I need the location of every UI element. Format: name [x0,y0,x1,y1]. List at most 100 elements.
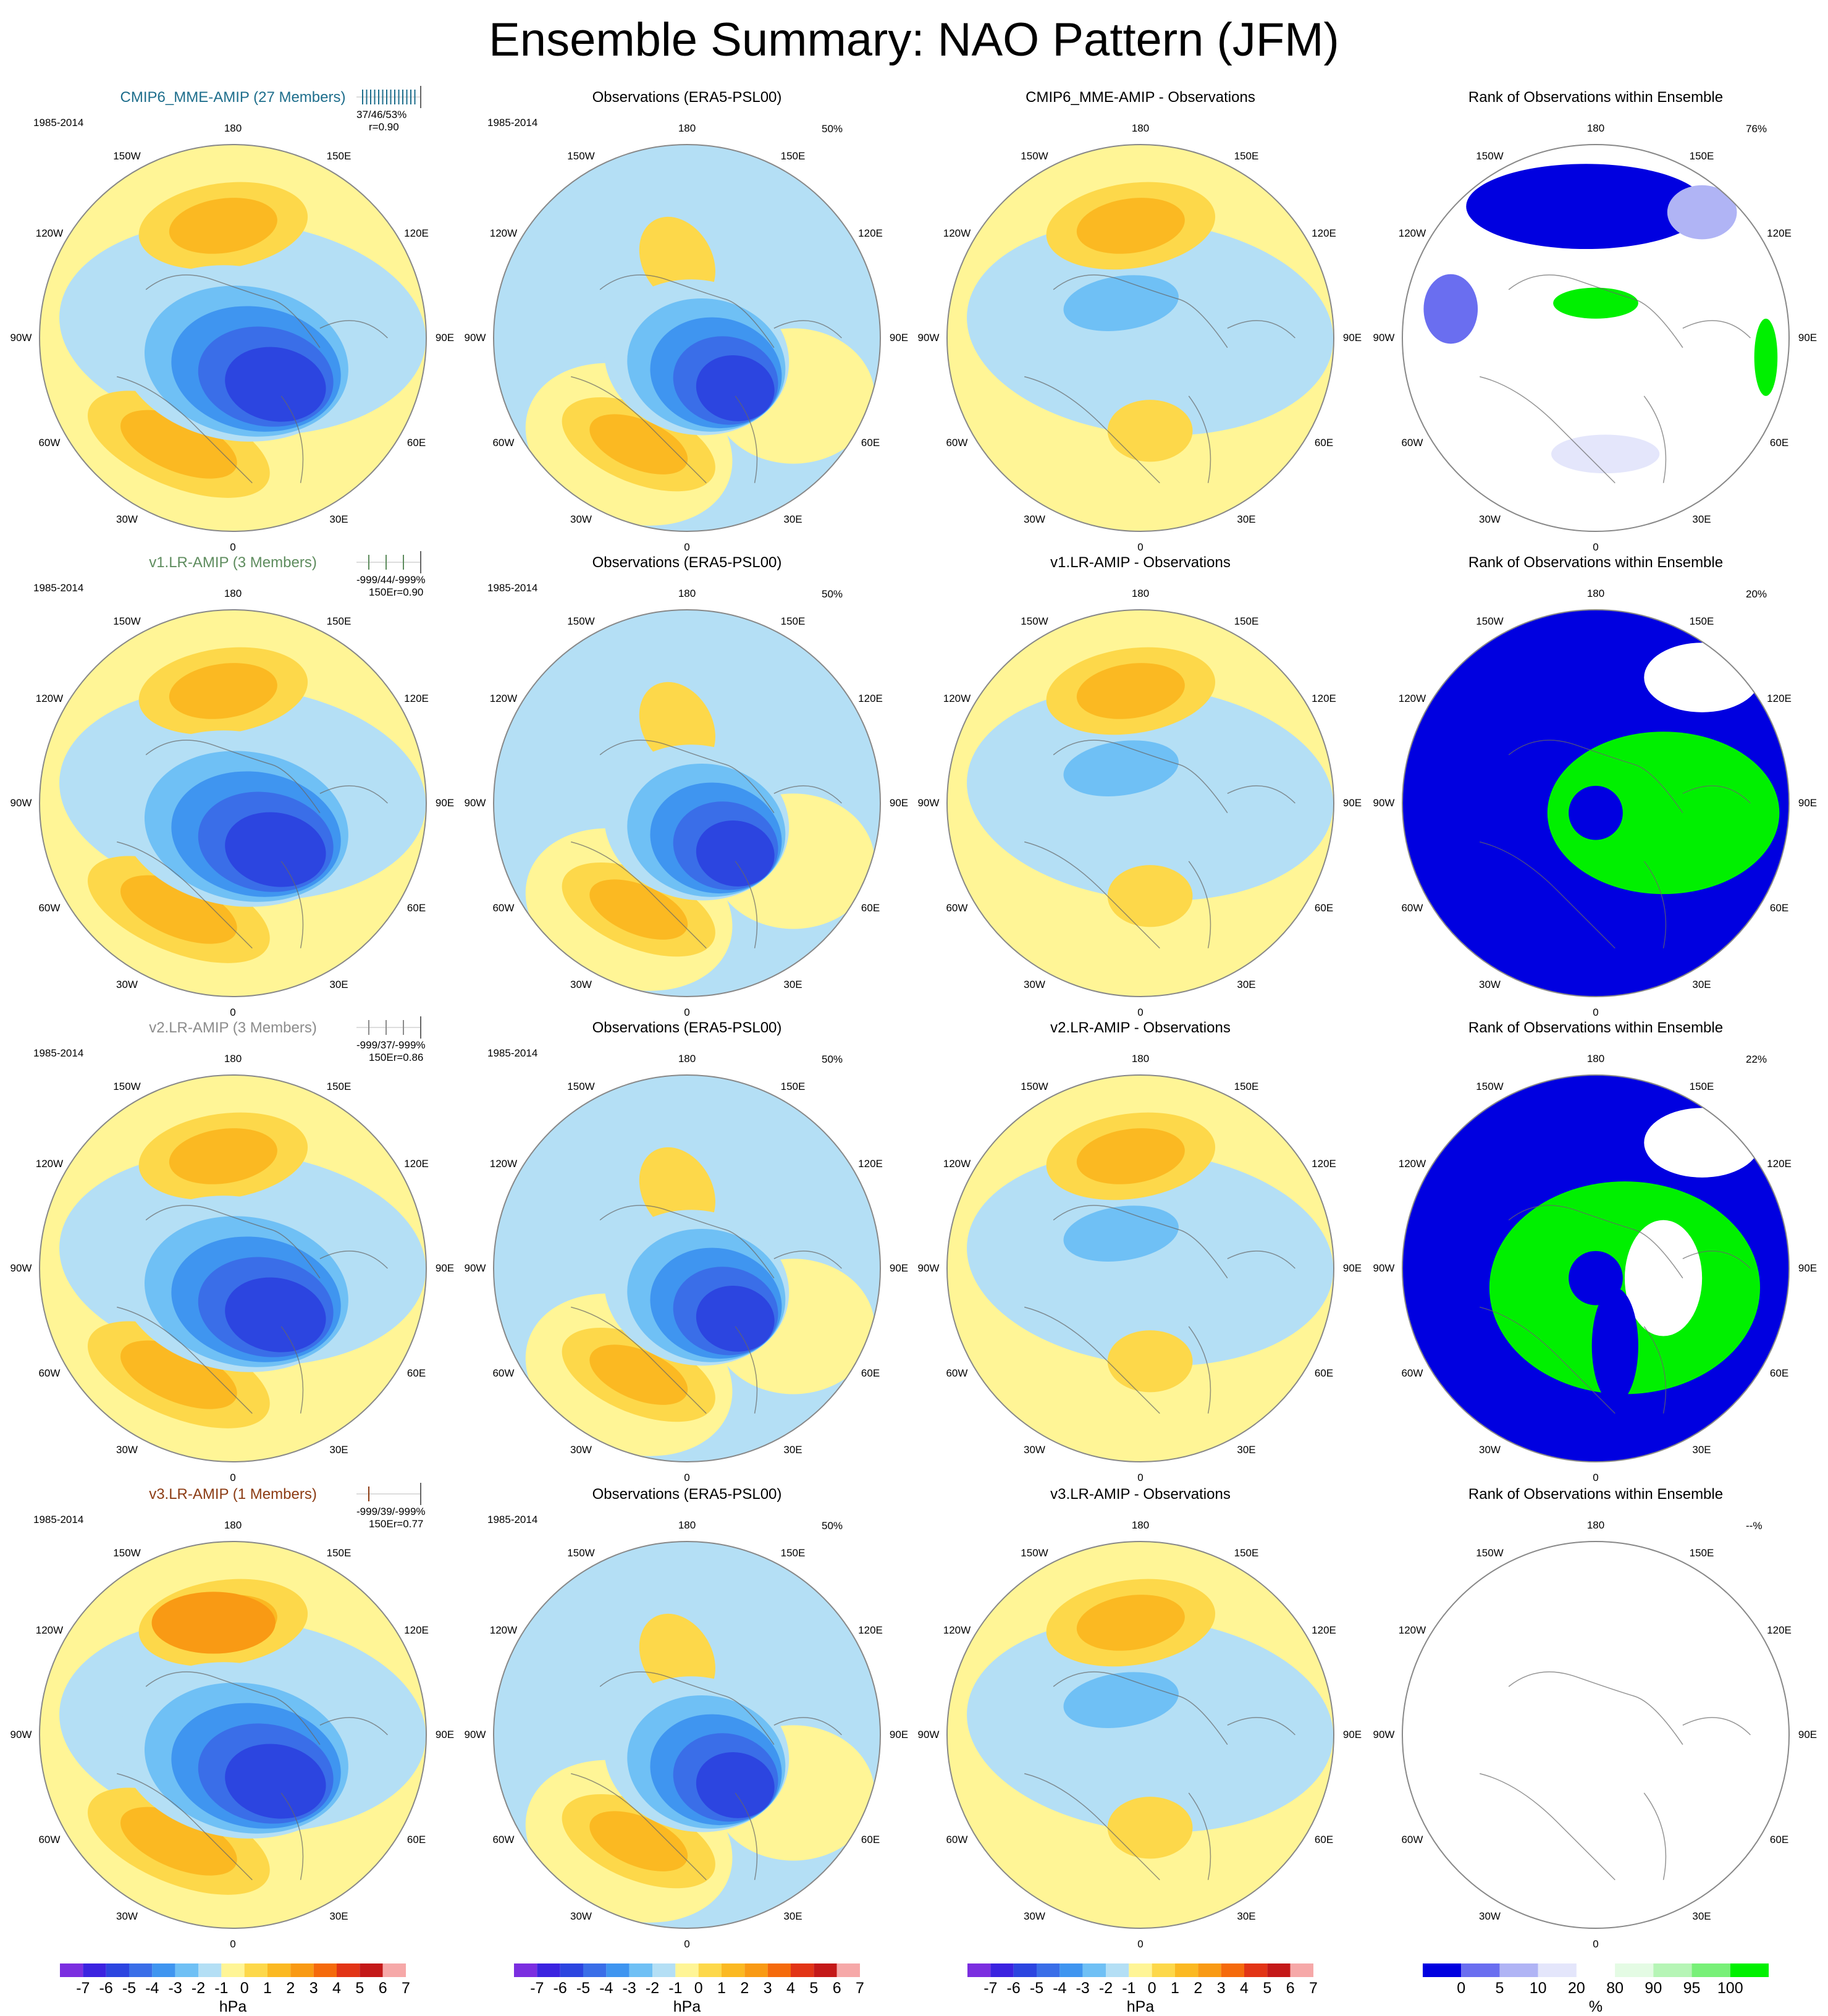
rank-panel-title: Rank of Observations within Ensemble [1468,554,1724,571]
map-boundary [39,144,427,532]
psl-colorbar-tick-label: -5 [1029,1980,1044,1997]
longitude-label: 120E [1312,1157,1336,1170]
psl-colorbar-tick-label: -5 [122,1980,137,1997]
longitude-label: 30W [1024,1910,1045,1922]
longitude-label: 90W [1373,1262,1395,1274]
longitude-label: 60E [1769,1367,1789,1379]
obs-map [493,144,881,532]
psl-colorbar-swatch [175,1963,198,1977]
diff-panel-title: v2.LR-AMIP - Observations [1050,1019,1231,1036]
model-panel-title: v1.LR-AMIP (3 Members) [149,554,317,571]
coastline [1024,274,1295,484]
longitude-label: 120E [1312,227,1336,239]
longitude-label: 150W [1476,1081,1504,1093]
psl-colorbar [60,1963,406,1977]
longitude-label: 30W [1479,1443,1501,1456]
obs-map [493,609,881,997]
longitude-label: 90W [464,797,486,809]
contour-shade [225,1277,326,1352]
rank-panel-title: Rank of Observations within Ensemble [1468,1486,1724,1503]
map-content [947,1542,1334,1928]
contour-shade [589,1344,688,1405]
longitude-label: 150E [326,150,352,162]
longitude-label: 120E [404,227,429,239]
rank-low-region [1423,274,1478,344]
rank-panel-title: Rank of Observations within Ensemble [1468,89,1724,106]
longitude-label: 150W [567,615,595,628]
psl-colorbar-tick-label: 5 [809,1980,819,1997]
coastline [1024,1205,1295,1414]
coastline [1480,1671,1751,1881]
longitude-label: 150E [780,1081,806,1093]
longitude-label: 60E [406,901,426,914]
longitude-label: 60E [406,1367,426,1379]
longitude-label: 90E [1798,797,1817,809]
rank-high-region [1754,318,1778,396]
rank-map [1402,1074,1790,1462]
rank-map [1402,144,1790,532]
longitude-label: 30W [570,978,592,990]
longitude-label: 0 [684,1472,690,1483]
psl-colorbar-swatch [382,1963,406,1977]
ensemble-spread-ticks [356,1016,421,1039]
psl-colorbar-tick-label: 1 [717,1980,726,1997]
pattern-correlation-label: r=0.90 [369,121,399,133]
negative-region [967,686,1334,901]
contour-shade [225,1744,326,1819]
model-panel-title: CMIP6_MME-AMIP (27 Members) [120,89,346,106]
diff-map [946,1541,1334,1929]
longitude-label: 0 [230,1006,236,1018]
rank-colorbar-swatch [1538,1963,1577,1977]
map-boundary [946,144,1334,532]
longitude-label: 90E [889,797,909,809]
longitude-label: 60W [1401,436,1423,449]
longitude-label: 60E [1314,1367,1334,1379]
longitude-label: 60E [861,436,880,449]
psl-colorbar-tick-label: 4 [786,1980,795,1997]
longitude-label: 30W [1024,978,1045,990]
map-content [1402,1075,1789,1462]
obs-panel-title: Observations (ERA5-PSL00) [592,1486,782,1503]
map-content [40,610,426,997]
coastline [117,1671,388,1881]
contour-shade [589,1811,688,1871]
psl-colorbar-unit-label: hPa [219,1998,247,2015]
psl-colorbar-tick-label: -3 [622,1980,636,1997]
diff-map [946,609,1334,997]
longitude-label: 90E [889,1262,909,1274]
longitude-label: 180 [1131,122,1150,134]
map-boundary [39,1074,427,1462]
longitude-label: 60W [946,1833,968,1845]
negative-region [967,221,1334,436]
psl-colorbar-swatch [722,1963,745,1977]
diff-map [946,144,1334,532]
longitude-label: 90E [1342,1262,1362,1274]
psl-colorbar-swatch [767,1963,791,1977]
contour-shade [1076,1128,1185,1184]
longitude-label: 180 [224,1053,242,1065]
negative-region [967,1151,1334,1366]
pattern-stats-label: 37/46/53% [356,109,407,120]
longitude-label: 30E [329,1443,348,1456]
obs-panel-title: Observations (ERA5-PSL00) [592,1019,782,1036]
contour-shade [589,879,688,940]
longitude-label: 90W [917,332,940,344]
psl-colorbar-swatch [221,1963,245,1977]
map-content [1402,145,1789,531]
longitude-label: 90W [10,332,32,344]
contour-shade [225,347,326,422]
diff-panel-title: v1.LR-AMIP - Observations [1050,554,1231,571]
longitude-label: 60E [861,1833,880,1845]
longitude-label: 30E [783,978,802,990]
longitude-label: 120E [1767,227,1792,239]
pattern-stats-label: -999/44/-999% [356,574,426,586]
longitude-label: 180 [1586,122,1605,134]
rank-colorbar-tick-label: 20 [1567,1980,1585,1997]
model-panel-title: v2.LR-AMIP (3 Members) [149,1019,317,1036]
rank-percent-label: --% [1746,1520,1763,1532]
model-map [39,1074,427,1462]
rank-map [1402,609,1790,997]
longitude-label: 0 [230,1938,236,1950]
psl-colorbar-tick-label: 4 [1240,1980,1249,1997]
coastline [571,1671,842,1881]
